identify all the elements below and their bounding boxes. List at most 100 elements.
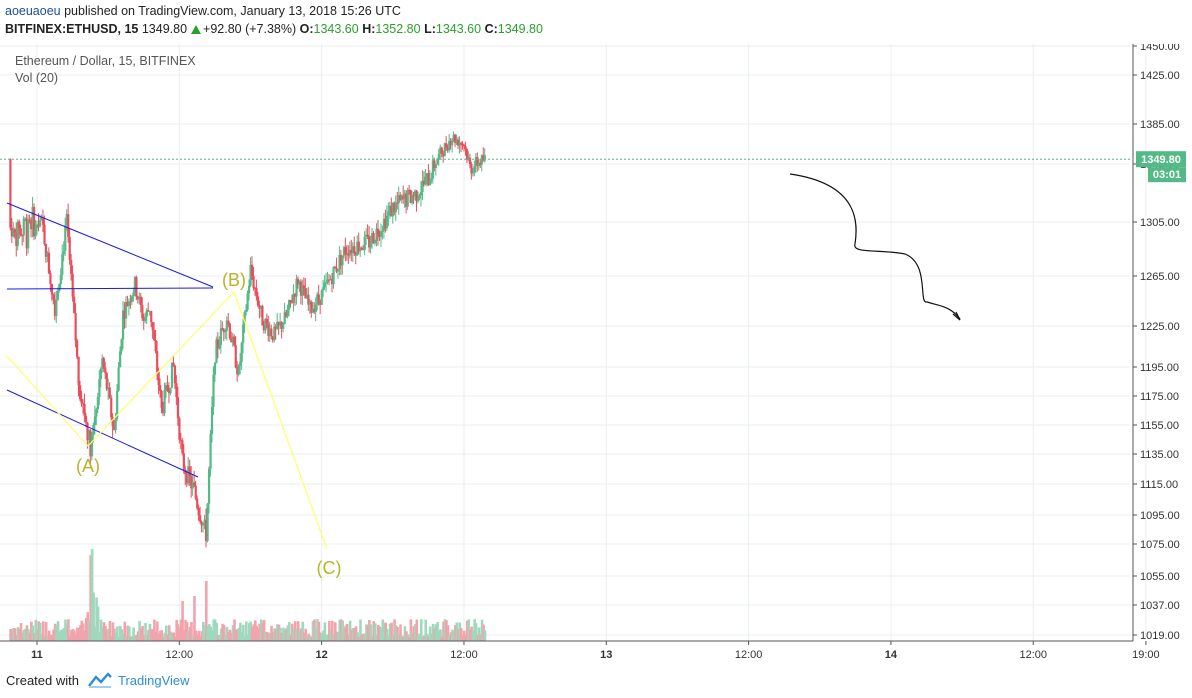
- candle-body: [31, 207, 34, 230]
- volume-bar: [421, 636, 425, 641]
- candle-body: [99, 368, 102, 380]
- volume-bar: [448, 635, 451, 641]
- volume-bar: [52, 629, 55, 641]
- tradingview-logo-icon[interactable]: [88, 672, 112, 693]
- candle-body: [159, 385, 162, 391]
- candle-body: [53, 299, 56, 316]
- volume-bar: [234, 629, 238, 641]
- volume-bar: [84, 617, 88, 641]
- volume-bar: [344, 625, 347, 641]
- low-value: 1343.60: [435, 22, 482, 36]
- volume-bar: [336, 632, 340, 641]
- volume-bar: [430, 633, 433, 641]
- volume-bar: [70, 629, 73, 641]
- candle-body: [22, 218, 25, 236]
- candle-body: [366, 234, 369, 237]
- volume-bar: [219, 628, 223, 641]
- created-with-text: Created with: [6, 673, 79, 688]
- chart-area[interactable]: (A)(B)(C) 1450.001425.001385.001345.0013…: [0, 41, 1192, 664]
- wave-label: (A): [76, 456, 100, 476]
- candle-body: [86, 422, 89, 441]
- volume-bar: [411, 632, 414, 641]
- candle-body: [375, 228, 378, 241]
- volume-bar: [58, 631, 61, 641]
- time-axis-label: 19:00: [1132, 649, 1160, 661]
- volume-bar: [159, 630, 162, 641]
- candle-body: [348, 249, 352, 256]
- volume-bar: [179, 619, 183, 641]
- candle-body: [252, 275, 255, 288]
- candle-body: [376, 228, 380, 236]
- volume-bar: [253, 620, 257, 641]
- volume-bar: [384, 622, 387, 641]
- candle-body: [36, 224, 39, 229]
- volume-bar: [317, 621, 321, 641]
- volume-bar: [363, 633, 367, 641]
- volume-bar: [440, 636, 444, 641]
- volume-bar: [270, 625, 273, 641]
- volume-bar: [28, 632, 32, 641]
- candle-body: [261, 305, 264, 326]
- candle-body: [126, 301, 129, 307]
- volume-bar: [240, 632, 244, 641]
- candle-body: [202, 523, 205, 526]
- published-text: published on TradingView.com, January 13…: [64, 4, 401, 18]
- volume-bar: [299, 628, 303, 641]
- candle-body: [46, 252, 49, 257]
- volume-bar: [157, 633, 161, 641]
- volume-bar: [262, 619, 266, 641]
- candle-body: [44, 243, 48, 257]
- candle-body: [326, 279, 329, 283]
- candle-body: [173, 365, 177, 384]
- candle-body: [329, 278, 332, 280]
- candle-body: [403, 193, 406, 199]
- volume-bar: [206, 625, 210, 641]
- candle-body: [246, 293, 249, 310]
- candle-body: [385, 215, 389, 229]
- time-axis-label: 12:00: [1019, 649, 1047, 661]
- candle-body: [127, 301, 131, 307]
- candle-body: [71, 273, 74, 297]
- candle-body: [80, 399, 83, 404]
- volume-bar: [113, 628, 116, 641]
- candle-body: [144, 316, 147, 321]
- volume-bar: [279, 627, 282, 641]
- close-label: C:: [484, 22, 498, 36]
- volume-bar: [313, 619, 316, 641]
- volume-bar: [245, 621, 248, 641]
- volume-bar: [151, 629, 155, 641]
- volume-bar: [381, 619, 385, 641]
- volume-bar: [332, 634, 336, 641]
- candle-body: [182, 453, 185, 470]
- candle-body: [83, 403, 86, 416]
- volume-bar: [119, 625, 122, 641]
- volume-bar: [276, 624, 279, 641]
- horizontal-line: [6, 287, 214, 290]
- volume-bar: [422, 635, 426, 641]
- tradingview-brand-link[interactable]: TradingView: [118, 673, 190, 688]
- candle-body: [462, 144, 466, 147]
- author-link[interactable]: aoeuaoeu: [5, 4, 61, 18]
- candle-body: [368, 236, 371, 248]
- candle-body: [213, 362, 217, 375]
- volume-bar: [193, 596, 196, 641]
- volume-bar: [415, 619, 419, 641]
- volume-bar: [341, 620, 344, 641]
- volume-bar: [16, 627, 20, 641]
- volume-bar: [216, 635, 220, 641]
- candle-body: [139, 296, 142, 306]
- volume-bar: [283, 629, 287, 641]
- volume-bar: [237, 627, 241, 641]
- candle-body: [276, 321, 279, 329]
- footer: Created with TradingView: [0, 664, 1192, 698]
- price-chart[interactable]: (A)(B)(C) 1450.001425.001385.001345.0013…: [0, 41, 1192, 664]
- volume-bar: [405, 631, 408, 641]
- volume-bar: [107, 628, 110, 641]
- volume-bar: [203, 625, 207, 641]
- candle-body: [176, 397, 180, 419]
- candle-body: [167, 390, 171, 394]
- volume-bar: [37, 621, 41, 641]
- candle-body: [119, 351, 122, 368]
- candle-body: [292, 293, 295, 303]
- volume-bar: [387, 635, 390, 641]
